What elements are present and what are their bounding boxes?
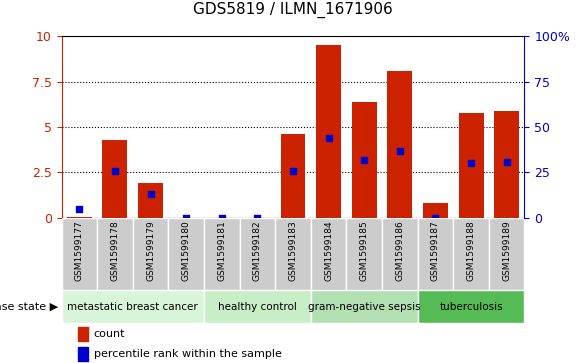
Point: [324, 135, 333, 141]
Point: [182, 215, 191, 221]
FancyBboxPatch shape: [489, 218, 524, 290]
Bar: [78, 347, 88, 361]
Point: [74, 206, 84, 212]
Point: [217, 215, 226, 221]
Bar: [316, 45, 341, 218]
Bar: [459, 113, 483, 218]
Text: count: count: [94, 329, 125, 339]
Point: [110, 168, 120, 174]
FancyBboxPatch shape: [418, 290, 524, 323]
Bar: [352, 102, 377, 218]
Text: GDS5819 / ILMN_1671906: GDS5819 / ILMN_1671906: [193, 2, 393, 18]
FancyBboxPatch shape: [62, 218, 97, 290]
Bar: [78, 327, 88, 341]
Point: [288, 168, 298, 174]
FancyBboxPatch shape: [97, 218, 133, 290]
Point: [502, 159, 512, 164]
Text: GSM1599186: GSM1599186: [396, 220, 404, 281]
Point: [360, 157, 369, 163]
FancyBboxPatch shape: [168, 218, 204, 290]
Point: [395, 148, 404, 154]
Text: GSM1599177: GSM1599177: [75, 220, 84, 281]
Text: GSM1599178: GSM1599178: [110, 220, 120, 281]
FancyBboxPatch shape: [62, 290, 204, 323]
Text: GSM1599187: GSM1599187: [431, 220, 440, 281]
Bar: [103, 140, 127, 218]
Text: metastatic breast cancer: metastatic breast cancer: [67, 302, 198, 312]
FancyBboxPatch shape: [133, 218, 168, 290]
FancyBboxPatch shape: [275, 218, 311, 290]
FancyBboxPatch shape: [204, 218, 240, 290]
Bar: [138, 183, 163, 218]
Text: GSM1599184: GSM1599184: [324, 220, 333, 281]
Text: GSM1599185: GSM1599185: [360, 220, 369, 281]
Point: [253, 215, 262, 221]
FancyBboxPatch shape: [453, 218, 489, 290]
Text: GSM1599182: GSM1599182: [253, 220, 262, 281]
FancyBboxPatch shape: [240, 218, 275, 290]
Text: disease state ▶: disease state ▶: [0, 302, 59, 312]
Bar: [281, 134, 305, 218]
Text: GSM1599188: GSM1599188: [466, 220, 476, 281]
Text: gram-negative sepsis: gram-negative sepsis: [308, 302, 421, 312]
FancyBboxPatch shape: [346, 218, 382, 290]
FancyBboxPatch shape: [204, 290, 311, 323]
Bar: [494, 111, 519, 218]
Text: GSM1599189: GSM1599189: [502, 220, 511, 281]
Bar: [387, 71, 413, 218]
Point: [466, 160, 476, 166]
Bar: [423, 203, 448, 218]
FancyBboxPatch shape: [418, 218, 453, 290]
Text: GSM1599179: GSM1599179: [146, 220, 155, 281]
Bar: [67, 217, 92, 218]
Text: tuberculosis: tuberculosis: [440, 302, 503, 312]
Text: GSM1599183: GSM1599183: [288, 220, 298, 281]
Point: [431, 215, 440, 221]
Text: percentile rank within the sample: percentile rank within the sample: [94, 349, 281, 359]
Point: [146, 191, 155, 197]
Text: healthy control: healthy control: [218, 302, 297, 312]
FancyBboxPatch shape: [311, 218, 346, 290]
FancyBboxPatch shape: [382, 218, 418, 290]
Text: GSM1599181: GSM1599181: [217, 220, 226, 281]
FancyBboxPatch shape: [311, 290, 418, 323]
Text: GSM1599180: GSM1599180: [182, 220, 190, 281]
